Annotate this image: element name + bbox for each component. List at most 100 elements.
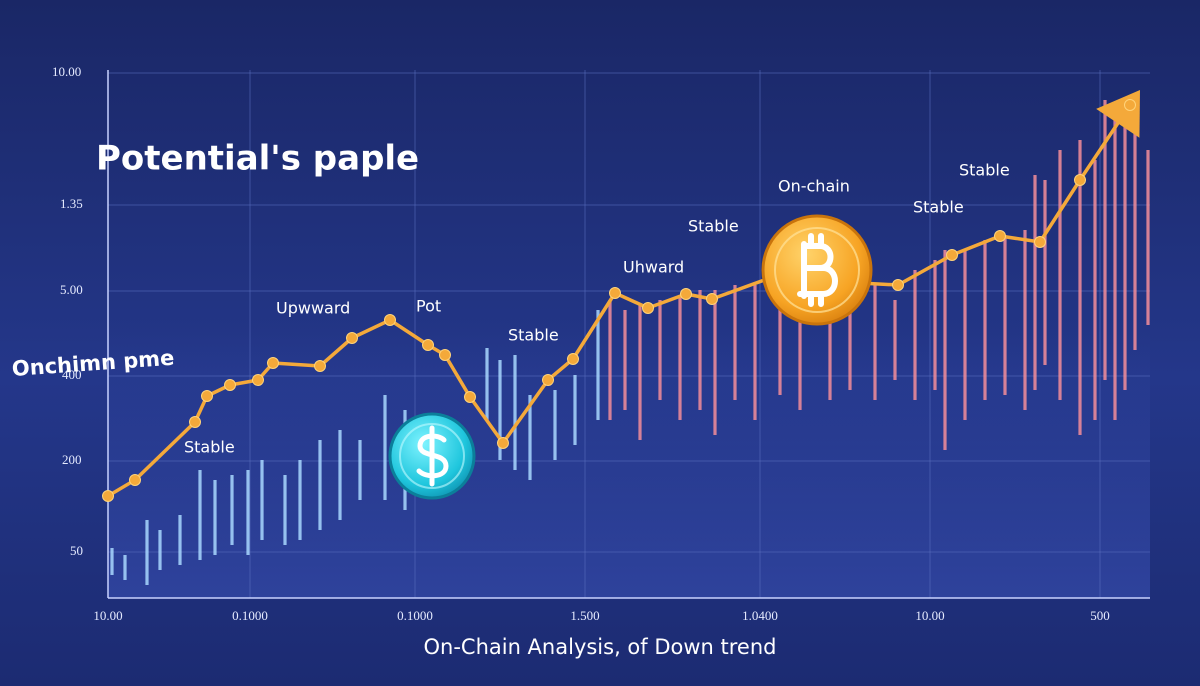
range-bar (983, 240, 987, 400)
range-bar (933, 260, 937, 390)
point (314, 360, 326, 372)
range-bar (1058, 150, 1062, 400)
range-bar (1123, 110, 1127, 390)
range-bar (848, 285, 852, 390)
range-bar (485, 348, 489, 420)
range-bar (608, 300, 612, 420)
range-bar (1113, 120, 1117, 420)
range-bar (123, 555, 127, 580)
range-bar (963, 250, 967, 420)
range-bar (528, 395, 532, 480)
x-tick-label: 500 (1090, 608, 1110, 623)
annotation: Upwward (276, 299, 350, 318)
range-bar (1103, 100, 1107, 380)
x-tick-label: 0.1000 (232, 608, 268, 623)
range-bar (638, 305, 642, 440)
line (107, 104, 1132, 498)
range-bar (828, 280, 832, 400)
range-bar (178, 515, 182, 565)
range-bar (158, 530, 162, 570)
point (224, 379, 236, 391)
point (464, 391, 476, 403)
point (201, 390, 213, 402)
plot-shade (108, 330, 1150, 598)
point (609, 287, 621, 299)
range-bar (260, 460, 264, 540)
point (1034, 236, 1046, 248)
range-bar (943, 250, 947, 450)
range-bar (698, 290, 702, 410)
annotation: Pot (416, 297, 441, 316)
bitcoin-coin (761, 214, 873, 326)
y-tick-label: 10.00 (52, 64, 81, 79)
range-bar (1043, 180, 1047, 365)
dollar-coin (388, 412, 476, 500)
y-tick-label: 50 (70, 543, 83, 558)
x-tick-label: 1.0400 (742, 608, 778, 623)
point (642, 302, 654, 314)
range-bar (1003, 235, 1007, 395)
point (1124, 99, 1136, 111)
range-bar (713, 290, 717, 435)
annotation: On-chain (778, 177, 850, 196)
range-bar (733, 285, 737, 400)
point (422, 339, 434, 351)
point (384, 314, 396, 326)
point (497, 437, 509, 449)
y-tick-label: 5.00 (60, 282, 83, 297)
range-bar (753, 285, 757, 420)
x-axis-title: On-Chain Analysis, of Down trend (423, 635, 776, 659)
point (346, 332, 358, 344)
range-bar (298, 460, 302, 540)
range-bar (283, 475, 287, 545)
range-bar (513, 355, 517, 470)
grid (108, 70, 1150, 598)
point (542, 374, 554, 386)
range-bar (1093, 160, 1097, 420)
range-bar (553, 390, 557, 460)
range-bar (383, 395, 387, 500)
y-tick-label: 200 (62, 452, 82, 467)
point (267, 357, 279, 369)
range-bar (873, 285, 877, 400)
x-tick-label: 0.1000 (397, 608, 433, 623)
point (189, 416, 201, 428)
range-bar (498, 360, 502, 460)
point (1074, 174, 1086, 186)
point (102, 490, 114, 502)
point (994, 230, 1006, 242)
point (439, 349, 451, 361)
range-bar (1146, 150, 1150, 325)
range-bar (623, 310, 627, 410)
x-tick-label: 10.00 (93, 608, 122, 623)
point (129, 474, 141, 486)
range-bar (893, 300, 897, 380)
range-bar (145, 520, 149, 585)
x-tick-label: 1.500 (570, 608, 599, 623)
range-bar (798, 285, 802, 410)
range-bar (658, 300, 662, 400)
range-bar (338, 430, 342, 520)
annotation: Stable (688, 217, 739, 236)
range-bar (678, 295, 682, 420)
point (680, 288, 692, 300)
point (706, 293, 718, 305)
range-bar (1133, 130, 1137, 350)
annotation: Stable (508, 326, 559, 345)
range-bar (213, 480, 217, 555)
x-tick-label: 10.00 (915, 608, 944, 623)
range-bar (913, 270, 917, 400)
annotation: Stable (959, 161, 1010, 180)
range-bar (1023, 230, 1027, 410)
y-tick-label: 400 (62, 367, 82, 382)
range-bar (1033, 175, 1037, 390)
range-bar (230, 475, 234, 545)
range-bar (110, 548, 114, 575)
annotation: Stable (184, 438, 235, 457)
annotation: Uhward (623, 258, 684, 277)
range-bar (318, 440, 322, 530)
point (567, 353, 579, 365)
point (946, 249, 958, 261)
